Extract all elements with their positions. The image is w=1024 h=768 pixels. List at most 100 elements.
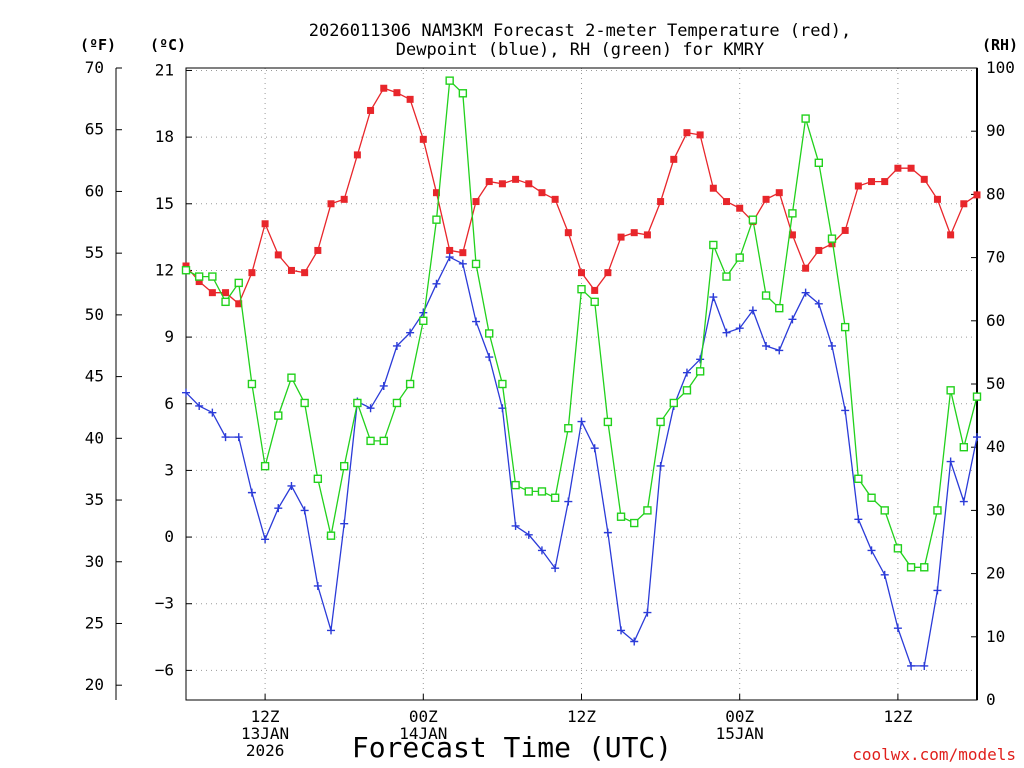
data-point [907,164,915,172]
data-point [880,570,889,579]
data-point [379,436,388,446]
data-point [524,530,533,539]
data-point [459,249,467,257]
data-point [366,404,375,413]
celsius-tick-label: 6 [164,394,174,413]
data-point [762,195,770,203]
data-point [182,388,190,397]
data-point [801,288,810,297]
data-point [287,481,296,490]
data-point [300,398,309,408]
data-point [564,424,573,433]
data-point [195,401,204,410]
data-point [208,289,216,297]
data-point [248,269,256,277]
data-point [182,262,190,270]
data-point [762,341,771,350]
data-point [247,379,257,389]
data-point [327,200,335,208]
data-point [920,563,929,572]
data-point [775,303,784,313]
tick-labels: 20 25 30 35 40 45 50 55 60 65 70 −6 −3 0 3 6 9 12 15 18 21 0 1… [85,58,1015,760]
x-tick-label: 2026 [246,741,285,760]
data-point [656,461,665,470]
data-point [906,563,916,572]
data-point [551,195,559,203]
unit-label-rh: (RH) [982,36,1018,54]
data-point [894,164,902,172]
credit-link[interactable]: coolwx.com/models [852,745,1016,764]
celsius-tick-label: −3 [155,594,174,613]
data-point [234,433,243,442]
data-point [445,76,454,85]
data-point [788,315,797,324]
fahrenheit-tick-label: 50 [85,305,104,324]
data-point [814,299,823,308]
data-point [683,129,691,137]
data-point [261,220,269,228]
data-point [419,316,428,325]
rh-tick-label: 50 [986,374,1005,393]
data-point [972,392,982,401]
celsius-tick-label: 21 [155,60,174,79]
data-point [353,398,362,408]
data-point [485,353,494,362]
celsius-tick-label: −6 [155,660,174,679]
data-point [682,368,691,377]
data-point [550,493,560,502]
data-point [551,564,560,573]
data-point [933,195,941,203]
data-point [946,386,955,395]
data-point [788,231,796,239]
data-point [827,234,837,243]
series-rh [181,76,982,572]
data-point [630,229,638,237]
data-point [287,373,296,382]
data-point [235,300,243,308]
fahrenheit-tick-label: 35 [85,490,104,509]
data-point [682,386,692,395]
data-point [274,411,283,420]
data-point [340,519,349,528]
data-point [485,178,493,186]
x-tick-label: 12Z [251,707,280,726]
x-tick-label: 12Z [883,707,912,726]
data-point [313,474,323,483]
data-point [445,253,454,262]
data-point [643,506,652,515]
celsius-tick-label: 18 [155,127,174,146]
data-point [775,189,783,197]
grid-lines [186,68,977,700]
data-point [868,178,876,186]
x-tick-label: 13JAN [241,724,289,743]
data-point [748,215,758,224]
data-point [194,272,204,281]
data-point [946,457,955,466]
data-point [723,198,731,206]
data-point [432,189,440,197]
data-point [327,626,336,635]
data-point [709,184,717,192]
data-point [261,535,270,544]
rh-tick-label: 20 [986,564,1005,583]
data-point [405,379,415,389]
data-point [814,158,823,168]
fahrenheit-tick-label: 60 [85,181,104,200]
data-point [181,266,191,275]
data-point [881,178,889,186]
fahrenheit-tick-label: 25 [85,613,104,632]
rh-tick-label: 40 [986,437,1005,456]
data-point [577,285,586,294]
fahrenheit-tick-label: 55 [85,243,104,262]
data-point [617,626,626,635]
data-point [419,135,427,143]
data-point [301,269,309,277]
data-point [340,461,349,471]
data-point [735,253,744,262]
data-point [854,182,862,190]
data-point [736,204,744,212]
data-point [577,417,586,426]
data-point [512,175,520,183]
data-point [709,240,718,250]
fahrenheit-tick-label: 70 [85,58,104,77]
